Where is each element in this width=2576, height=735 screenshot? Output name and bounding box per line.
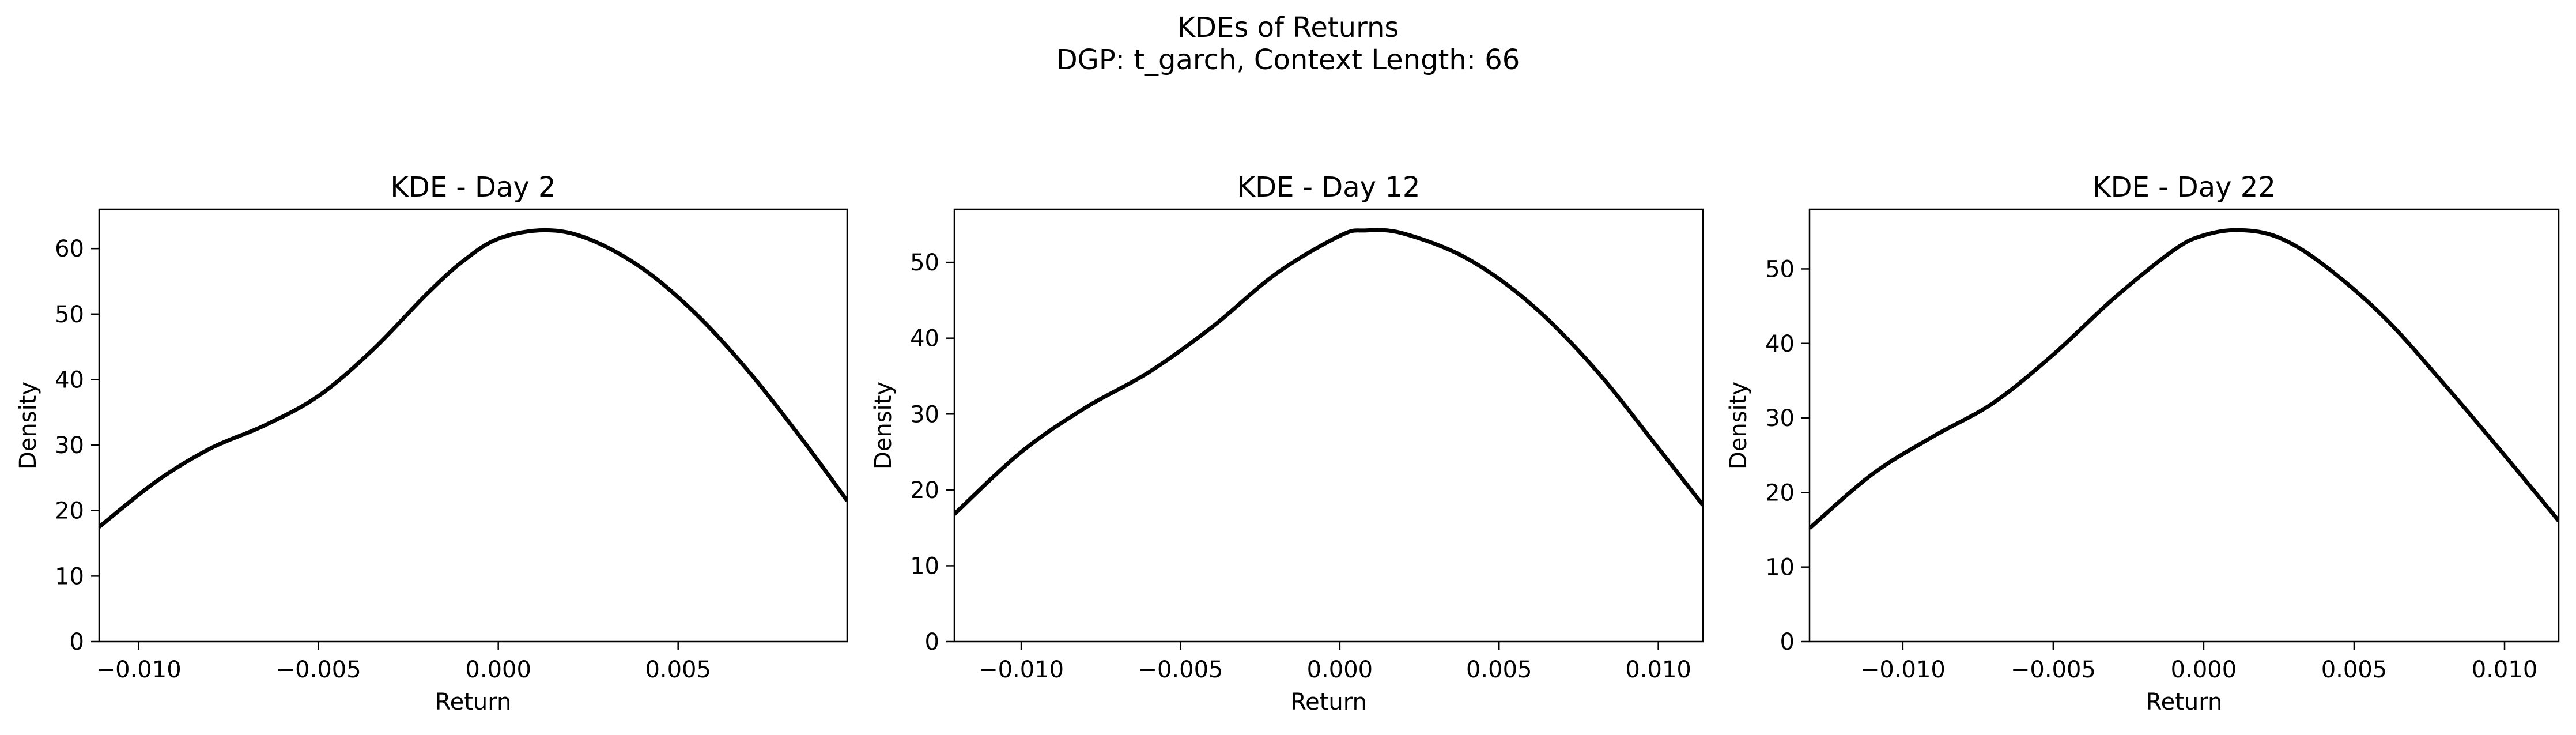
x-axis-label: Return bbox=[2146, 689, 2223, 715]
x-tick-label: 0.005 bbox=[2321, 657, 2388, 683]
x-axis-label: Return bbox=[435, 689, 512, 715]
x-tick-label: 0.005 bbox=[645, 657, 711, 683]
x-tick-label: 0.010 bbox=[2472, 657, 2538, 683]
y-tick-label: 20 bbox=[55, 498, 84, 525]
y-tick-label: 20 bbox=[1765, 480, 1795, 506]
y-tick-label: 50 bbox=[55, 301, 84, 328]
x-axis-label: Return bbox=[1290, 689, 1367, 715]
x-tick-label: 0.000 bbox=[465, 657, 531, 683]
axes-frame bbox=[98, 208, 848, 643]
x-tick-label: 0.010 bbox=[1625, 657, 1691, 683]
chart-title: KDE - Day 2 bbox=[390, 171, 556, 203]
y-tick-label: 10 bbox=[1765, 555, 1795, 581]
x-tick-label: −0.010 bbox=[1860, 657, 1946, 683]
x-tick-label: 0.000 bbox=[2171, 657, 2237, 683]
x-tick-label: −0.005 bbox=[1138, 657, 1223, 683]
y-tick-label: 50 bbox=[910, 250, 939, 276]
y-tick-label: 30 bbox=[910, 401, 939, 428]
figure-subtitle: DGP: t_garch, Context Length: 66 bbox=[1056, 44, 1520, 76]
y-tick-label: 20 bbox=[910, 477, 939, 504]
y-tick-label: 40 bbox=[55, 367, 84, 393]
x-tick-label: −0.010 bbox=[96, 657, 182, 683]
chart-panel-3: −0.010 −0.005 0.000 0.005 0.010 0 10 20 30 40 50 KD… bbox=[1725, 171, 2560, 715]
chart-panel-1: −0.010 −0.005 0.000 0.005 0 10 20 30 40 50 60 KDE -… bbox=[15, 171, 848, 715]
y-tick-label: 10 bbox=[55, 563, 84, 590]
chart-title: KDE - Day 22 bbox=[2092, 171, 2276, 203]
x-tick-label: 0.005 bbox=[1466, 657, 1532, 683]
figure-title: KDEs of Returns bbox=[1177, 12, 1399, 44]
y-axis-label: Density bbox=[15, 382, 41, 469]
y-axis-label: Density bbox=[870, 382, 897, 469]
y-tick-label: 0 bbox=[1780, 629, 1795, 655]
kde-curve bbox=[1810, 228, 2559, 530]
kde-curve bbox=[954, 228, 1703, 516]
y-tick-label: 40 bbox=[910, 326, 939, 352]
x-tick-label: 0.000 bbox=[1307, 657, 1373, 683]
y-tick-label: 50 bbox=[1765, 256, 1795, 282]
y-tick-label: 10 bbox=[910, 553, 939, 579]
y-tick-label: 40 bbox=[1765, 331, 1795, 357]
axes-frame bbox=[1808, 208, 2560, 643]
y-tick-label: 0 bbox=[70, 629, 84, 655]
y-tick-label: 30 bbox=[55, 432, 84, 459]
chart-title: KDE - Day 12 bbox=[1237, 171, 1421, 203]
x-tick-label: −0.005 bbox=[276, 657, 361, 683]
y-tick-label: 60 bbox=[55, 236, 84, 262]
chart-panel-2: −0.010 −0.005 0.000 0.005 0.010 0 10 20 30 40 50 KD… bbox=[870, 171, 1704, 715]
x-tick-label: −0.010 bbox=[979, 657, 1064, 683]
y-axis-label: Density bbox=[1725, 382, 1752, 469]
y-tick-label: 30 bbox=[1765, 405, 1795, 432]
kde-curve bbox=[99, 228, 847, 529]
x-tick-label: −0.005 bbox=[2011, 657, 2096, 683]
axes-frame bbox=[953, 208, 1704, 643]
y-tick-label: 0 bbox=[925, 629, 939, 655]
